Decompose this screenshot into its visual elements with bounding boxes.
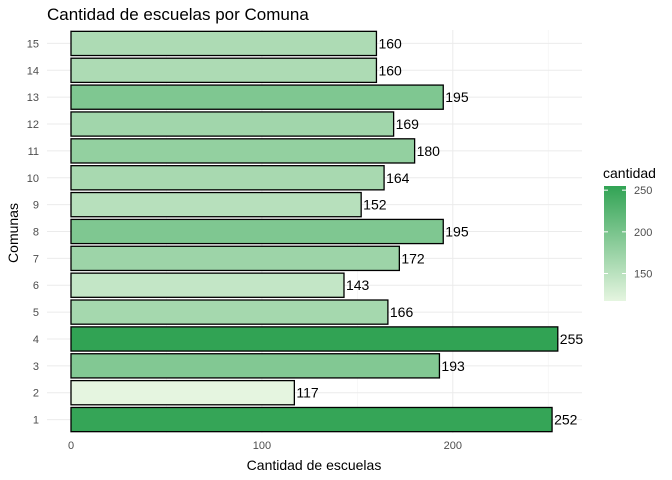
x-tick-labels: 0 100 200 <box>68 440 462 452</box>
bar-comuna-5 <box>70 299 389 325</box>
bar-comuna-15 <box>70 30 378 57</box>
y-tick-label: 14 <box>27 65 39 77</box>
data-label-comuna-6: 143 <box>346 277 370 293</box>
data-label-comuna-3: 193 <box>441 358 465 374</box>
y-tick-label: 3 <box>33 361 39 373</box>
data-label-comuna-10: 164 <box>386 170 410 186</box>
data-label-comuna-7: 172 <box>401 250 425 266</box>
data-label-comuna-9: 152 <box>363 197 387 213</box>
bar-comuna-12 <box>70 111 395 137</box>
legend-colorbar <box>604 186 626 301</box>
bar-comuna-1 <box>70 406 553 433</box>
y-tick-label: 4 <box>33 334 39 346</box>
y-tick-label: 8 <box>33 227 39 239</box>
y-axis-title: Comunas <box>5 203 21 263</box>
bars-group <box>70 30 559 433</box>
data-label-comuna-8: 195 <box>445 224 469 240</box>
bar-comuna-3 <box>70 353 441 379</box>
bar-comuna-11 <box>70 138 416 164</box>
y-tick-label: 11 <box>28 146 39 158</box>
color-legend: cantidad 150 200 250 <box>603 165 656 301</box>
data-labels-group: 252 117 193 255 166 143 172 195 152 164 180 169 195 1… <box>296 35 583 427</box>
bar-comuna-4 <box>70 326 559 352</box>
legend-tick-label: 200 <box>634 227 652 239</box>
data-label-comuna-12: 169 <box>396 116 420 132</box>
legend-ticks: 150 200 250 <box>604 185 652 281</box>
x-tick-label: 0 <box>68 440 74 452</box>
bar-comuna-7 <box>70 245 400 272</box>
data-label-comuna-11: 180 <box>417 143 441 159</box>
bar-comuna-6 <box>70 272 345 298</box>
y-tick-label: 9 <box>33 200 39 212</box>
chart-title: Cantidad de escuelas por Comuna <box>47 5 309 24</box>
data-label-comuna-5: 166 <box>390 304 414 320</box>
bar-comuna-13 <box>70 84 444 110</box>
bar-comuna-9 <box>70 191 362 218</box>
bar-comuna-2 <box>70 379 296 406</box>
y-tick-label: 10 <box>27 173 39 185</box>
bar-comuna-14 <box>70 57 378 84</box>
data-label-comuna-4: 255 <box>560 331 584 347</box>
y-tick-label: 5 <box>33 307 39 319</box>
legend-tick-label: 250 <box>634 185 652 197</box>
x-tick-label: 100 <box>253 440 271 452</box>
x-tick-label: 200 <box>444 440 462 452</box>
legend-tick-label: 150 <box>634 269 652 281</box>
y-tick-label: 15 <box>27 38 39 50</box>
data-label-comuna-13: 195 <box>445 89 469 105</box>
y-tick-label: 6 <box>33 280 39 292</box>
y-tick-label: 12 <box>27 119 39 131</box>
y-tick-label: 1 <box>33 415 39 427</box>
data-label-comuna-14: 160 <box>378 62 402 78</box>
x-axis-title: Cantidad de escuelas <box>247 457 382 473</box>
bar-comuna-10 <box>70 165 385 191</box>
y-tick-label: 2 <box>33 388 39 400</box>
y-tick-label: 13 <box>27 92 39 104</box>
data-label-comuna-2: 117 <box>296 385 319 401</box>
legend-title: cantidad <box>603 165 656 181</box>
data-label-comuna-1: 252 <box>554 412 578 428</box>
y-tick-label: 7 <box>33 253 39 265</box>
bar-comuna-8 <box>70 218 444 245</box>
data-label-comuna-15: 160 <box>378 35 402 51</box>
